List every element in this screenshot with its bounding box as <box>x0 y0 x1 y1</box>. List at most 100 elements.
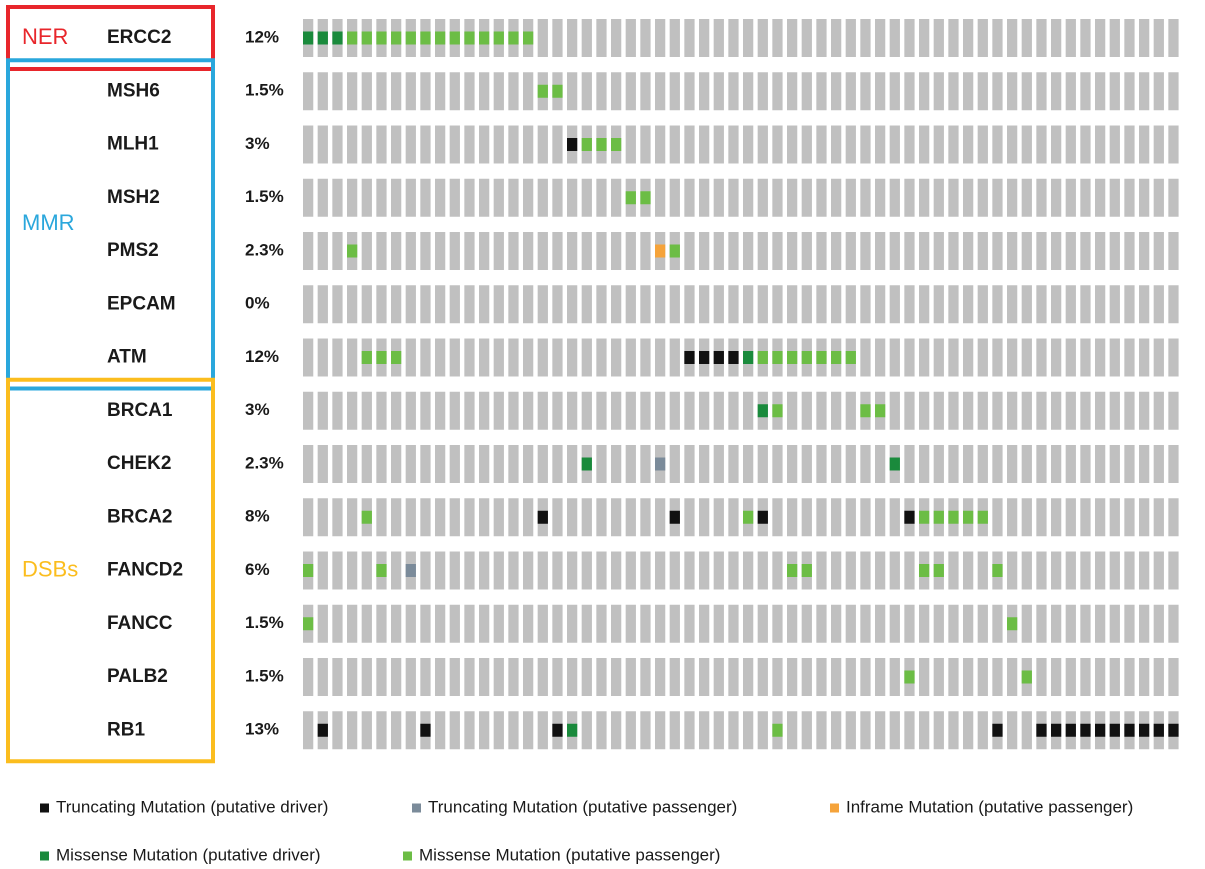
alteration <box>816 351 827 364</box>
alteration <box>992 723 1003 737</box>
sample-cell <box>420 338 431 377</box>
sample-cell <box>831 604 842 643</box>
sample-cell <box>875 19 886 57</box>
sample-cell <box>420 232 431 270</box>
sample-cell <box>1153 232 1164 270</box>
sample-cell <box>919 445 930 483</box>
sample-cell <box>303 711 314 750</box>
sample-cell <box>1036 338 1047 377</box>
sample-cell <box>449 711 460 750</box>
sample-cell <box>405 498 416 537</box>
sample-cell <box>493 338 504 377</box>
sample-cell <box>479 232 490 270</box>
sample-cell <box>743 125 754 164</box>
alteration <box>332 31 343 45</box>
sample-cell <box>1168 658 1179 696</box>
sample-cell <box>1139 338 1150 377</box>
sample-cell <box>1007 711 1018 750</box>
sample-cell <box>1095 445 1106 483</box>
sample-cell <box>699 498 710 537</box>
sample-cell <box>655 285 666 324</box>
sample-cell <box>537 604 548 643</box>
group-label: MMR <box>22 210 75 235</box>
sample-cell <box>1051 551 1062 590</box>
alteration <box>552 84 563 98</box>
sample-cell <box>567 391 578 430</box>
percent-label: 1.5% <box>245 666 284 685</box>
sample-cell <box>1007 338 1018 377</box>
sample-cell <box>1065 551 1076 590</box>
sample-cell <box>332 711 343 750</box>
percent-label: 1.5% <box>245 613 284 632</box>
sample-cell <box>948 232 959 270</box>
sample-cell <box>655 604 666 643</box>
sample-cell <box>508 445 519 483</box>
sample-cell <box>933 125 944 164</box>
sample-cell <box>1109 72 1120 111</box>
sample-cell <box>948 391 959 430</box>
alteration <box>904 670 915 684</box>
alteration <box>1065 723 1076 737</box>
gene-label: BRCA2 <box>107 506 172 527</box>
gene-label: RB1 <box>107 719 145 740</box>
alteration <box>611 138 622 151</box>
sample-cell <box>1036 72 1047 111</box>
sample-cell <box>919 72 930 111</box>
gene-label: PMS2 <box>107 240 159 261</box>
percent-label: 6% <box>245 560 270 579</box>
sample-cell <box>787 711 798 750</box>
sample-cell <box>904 125 915 164</box>
group-label: NER <box>22 24 68 49</box>
sample-cell <box>772 19 783 57</box>
sample-cell <box>963 178 974 217</box>
sample-cell <box>537 338 548 377</box>
sample-cell <box>743 72 754 111</box>
percent-label: 2.3% <box>245 453 284 472</box>
sample-cell <box>713 125 724 164</box>
alteration <box>391 31 402 45</box>
alteration <box>435 31 446 45</box>
sample-cell <box>1080 19 1091 57</box>
sample-cell <box>391 232 402 270</box>
alteration <box>831 351 842 364</box>
sample-cell <box>376 604 387 643</box>
sample-cell <box>581 711 592 750</box>
sample-cell <box>347 178 358 217</box>
sample-cell <box>479 445 490 483</box>
sample-cell <box>1153 658 1164 696</box>
sample-cell <box>332 338 343 377</box>
alteration <box>596 138 607 151</box>
sample-cell <box>919 285 930 324</box>
sample-cell <box>655 178 666 217</box>
sample-cell <box>1051 125 1062 164</box>
sample-cell <box>523 125 534 164</box>
alteration <box>713 351 724 364</box>
sample-cell <box>933 338 944 377</box>
sample-cell <box>1095 391 1106 430</box>
sample-cell <box>772 604 783 643</box>
percent-label: 1.5% <box>245 187 284 206</box>
sample-cell <box>684 125 695 164</box>
alteration <box>669 510 680 524</box>
sample-cell <box>405 285 416 324</box>
sample-cell <box>435 711 446 750</box>
sample-cell <box>655 72 666 111</box>
sample-cell <box>860 498 871 537</box>
sample-cell <box>523 711 534 750</box>
sample-cell <box>303 125 314 164</box>
sample-cell <box>860 178 871 217</box>
alteration <box>919 510 930 524</box>
sample-cell <box>1021 445 1032 483</box>
sample-cell <box>728 604 739 643</box>
sample-cell <box>963 711 974 750</box>
sample-cell <box>845 391 856 430</box>
sample-cell <box>493 178 504 217</box>
sample-cell <box>1080 338 1091 377</box>
alteration <box>1036 723 1047 737</box>
sample-cell <box>625 232 636 270</box>
sample-cell <box>317 232 328 270</box>
sample-cell <box>523 658 534 696</box>
gene-label: PALB2 <box>107 666 168 687</box>
sample-cell <box>464 551 475 590</box>
sample-cell <box>1021 338 1032 377</box>
